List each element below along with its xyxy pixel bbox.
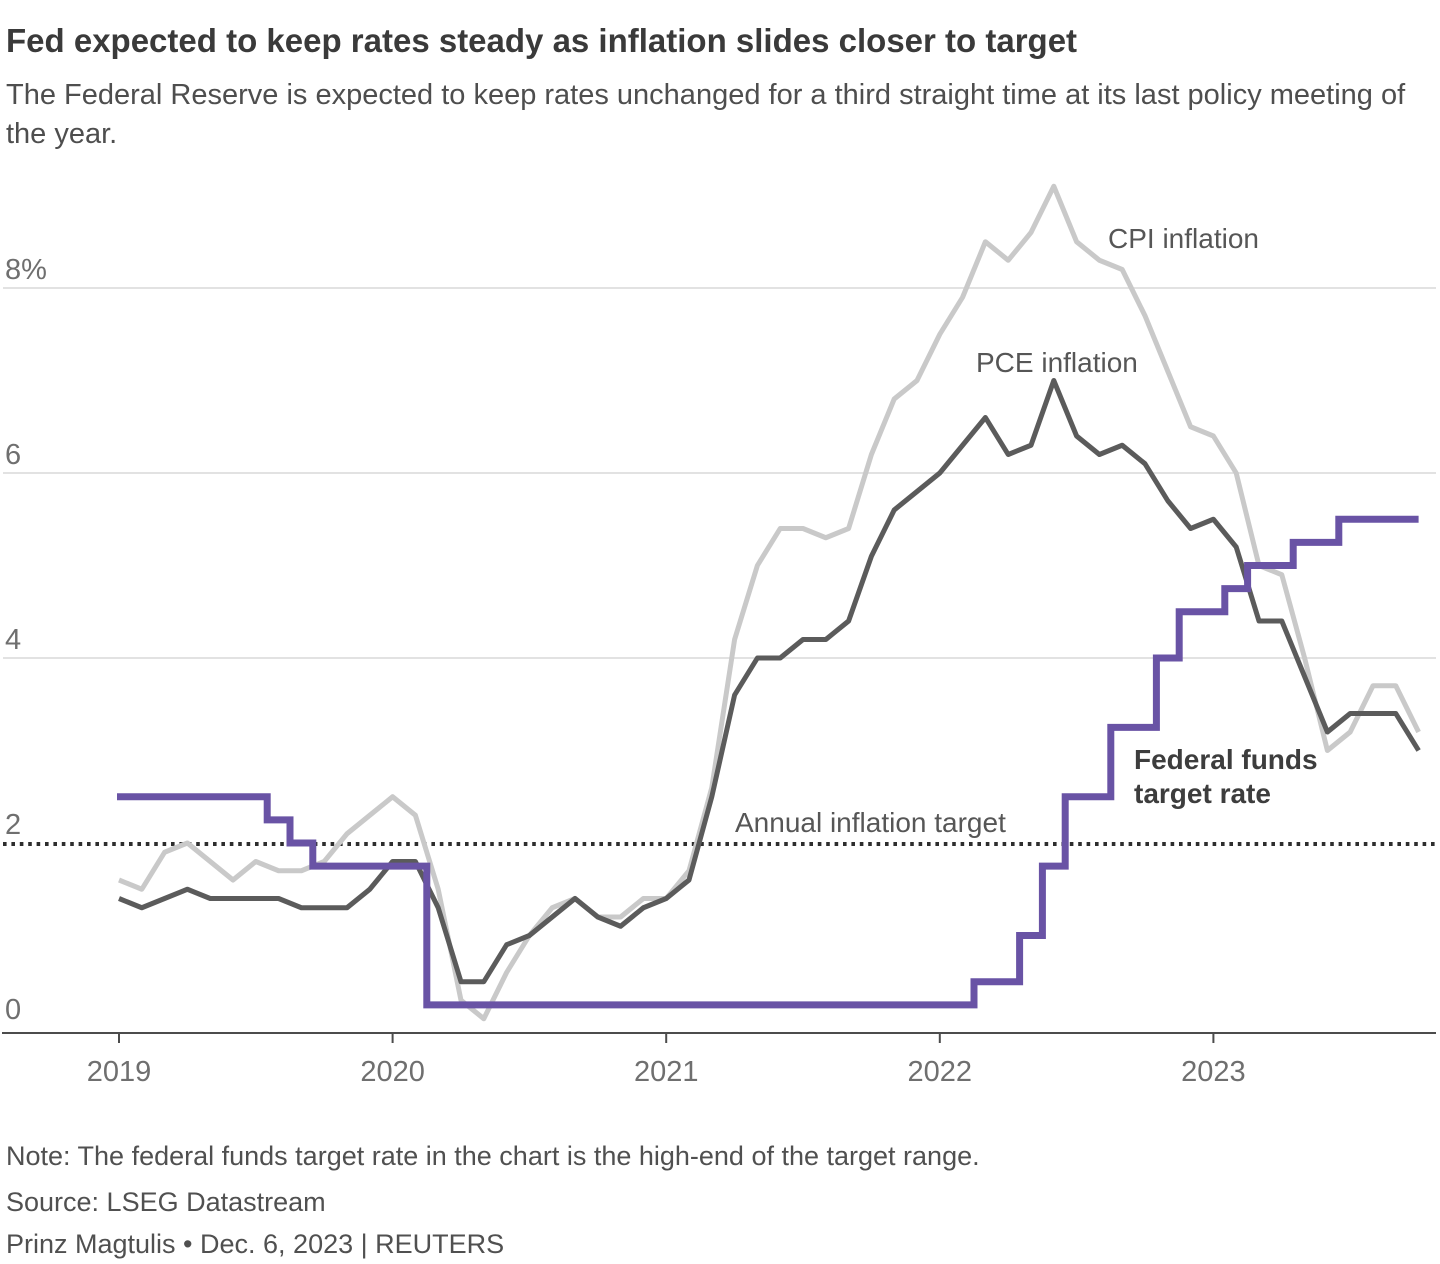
x-axis-label: 2023 xyxy=(1181,1056,1246,1088)
y-axis-label: 8% xyxy=(5,254,47,286)
x-axis-label: 2022 xyxy=(908,1056,973,1088)
chart-note: Note: The federal funds target rate in t… xyxy=(6,1141,980,1171)
x-axis-label: 2020 xyxy=(360,1056,425,1088)
y-axis-label: 6 xyxy=(5,439,21,471)
y-axis-label: 0 xyxy=(5,994,21,1026)
page-title: Fed expected to keep rates steady as inf… xyxy=(6,22,1078,59)
y-axis-label: 2 xyxy=(5,809,21,841)
pce-line xyxy=(118,378,1421,985)
inflation-target-label: Annual inflation target xyxy=(735,807,1006,838)
cpi-series-label: CPI inflation xyxy=(1108,223,1259,254)
fed-funds-label-line2: target rate xyxy=(1134,778,1271,809)
x-axis-label: 2019 xyxy=(87,1056,152,1088)
fed-funds-line xyxy=(117,515,1419,1009)
fed-funds-label-line1: Federal funds xyxy=(1134,744,1318,775)
cpi-line xyxy=(118,183,1421,1022)
y-axis-label: 4 xyxy=(5,624,21,656)
x-axis-label: 2021 xyxy=(634,1056,699,1088)
fed-funds-series-label: Federal funds target rate xyxy=(1134,743,1318,811)
chart-source: Source: LSEG Datastream xyxy=(6,1187,326,1217)
pce-series-label: PCE inflation xyxy=(976,347,1138,378)
chart-credit: Prinz Magtulis • Dec. 6, 2023 | REUTERS xyxy=(6,1229,505,1259)
page-subtitle: The Federal Reserve is expected to keep … xyxy=(6,79,1406,150)
